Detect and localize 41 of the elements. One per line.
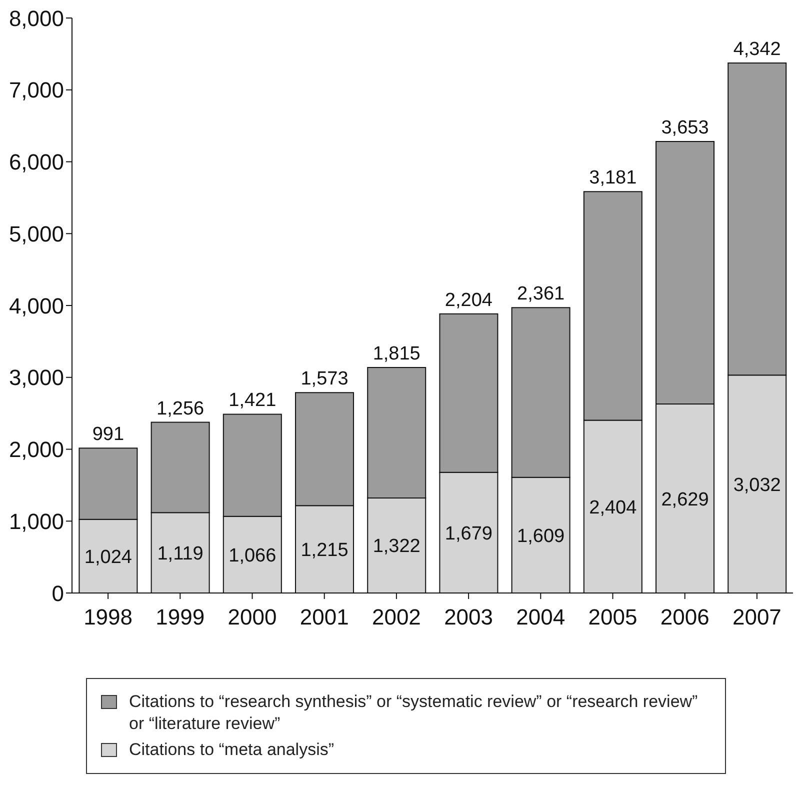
data-label: 1,256	[156, 398, 204, 420]
y-tick-label: 4,000	[8, 293, 64, 318]
data-label: 3,032	[733, 474, 781, 496]
data-label: 1,573	[300, 368, 348, 390]
y-tick-label: 8,000	[8, 6, 64, 31]
x-tick-label: 2004	[516, 604, 566, 630]
x-tick-label: 1999	[156, 604, 205, 630]
data-label: 1,679	[444, 523, 492, 544]
data-label: 991	[92, 424, 124, 446]
x-tick-label: 2002	[372, 604, 421, 630]
x-tick-label: 2007	[732, 604, 782, 630]
data-label: 3,181	[589, 168, 637, 189]
y-tick-label: 0	[52, 580, 64, 606]
data-label: 1,024	[84, 546, 132, 568]
x-tick-label: 2005	[588, 604, 638, 630]
legend-label: Citations to “meta analysis”	[129, 739, 334, 761]
x-tick-label: 2001	[300, 604, 349, 630]
data-label: 1,322	[372, 536, 420, 558]
data-label: 2,629	[661, 489, 709, 510]
data-label: 1,609	[517, 526, 565, 547]
x-tick-label: 2003	[444, 604, 494, 630]
y-tick-label: 3,000	[8, 365, 64, 390]
data-label: 2,361	[517, 284, 565, 305]
y-tick-label: 2,000	[8, 437, 64, 462]
x-tick-label: 2006	[660, 604, 710, 630]
data-label: 1,119	[157, 544, 204, 565]
data-label: 1,815	[372, 344, 420, 365]
data-label: 1,215	[300, 540, 348, 562]
y-tick-label: 1,000	[8, 508, 64, 534]
y-tick-label: 7,000	[8, 78, 64, 103]
x-tick-label: 2000	[228, 604, 277, 630]
legend-label: Citations to “research synthesis” or “systematic review” or “research review” or “literature review”	[129, 691, 699, 735]
data-label: 3,653	[661, 117, 709, 138]
data-label: 1,066	[228, 545, 276, 566]
x-tick-label: 1998	[84, 604, 133, 630]
y-tick-label: 6,000	[8, 150, 64, 175]
data-label: 1,421	[228, 390, 276, 412]
data-label: 2,204	[444, 290, 493, 311]
y-tick-label: 5,000	[8, 221, 64, 246]
data-label: 4,342	[733, 38, 781, 60]
data-label: 2,404	[589, 497, 638, 518]
